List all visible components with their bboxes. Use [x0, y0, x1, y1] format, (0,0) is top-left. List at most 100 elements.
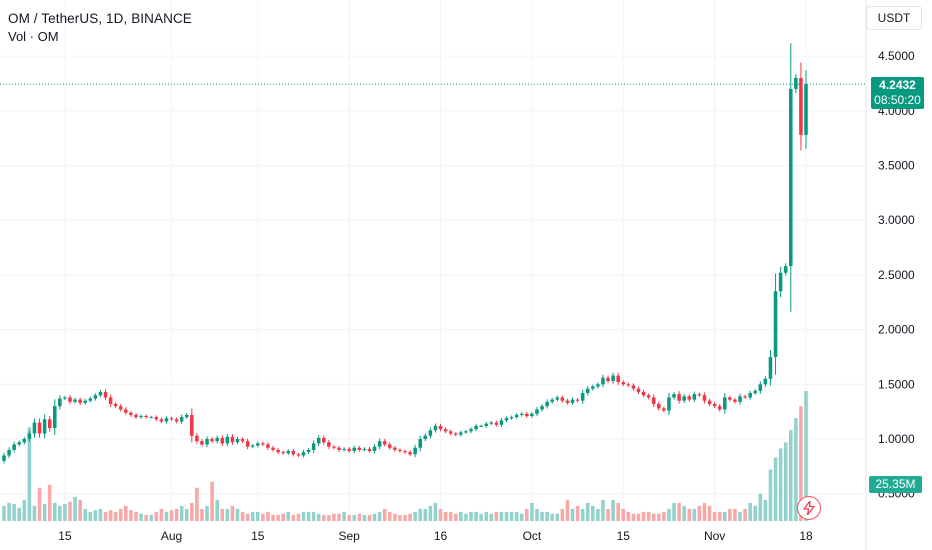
volume-bar — [443, 511, 448, 521]
price-candles — [2, 43, 808, 464]
volume-bar — [159, 508, 164, 521]
candle-body — [7, 449, 11, 456]
volume-bar — [662, 511, 666, 521]
volume-bar — [108, 510, 113, 521]
price-tick-label: 2.0000 — [878, 323, 915, 337]
candle-body — [78, 399, 82, 403]
candle-body — [682, 396, 686, 401]
candle-body — [210, 439, 214, 442]
candle-body — [438, 425, 443, 430]
price-axis[interactable]: 0.50001.00001.50002.00002.50003.00003.50… — [878, 49, 915, 501]
candle-body — [113, 403, 118, 407]
currency-button[interactable]: USDT — [866, 6, 922, 30]
candle-body — [748, 393, 752, 398]
volume-bar — [322, 514, 326, 521]
volume-bar — [382, 508, 387, 521]
lightning-icon[interactable] — [797, 496, 821, 520]
volume-bar — [418, 508, 423, 521]
volume-bar — [667, 508, 671, 521]
candle-body — [443, 429, 448, 432]
candle-body — [580, 393, 585, 401]
candle-body — [93, 395, 98, 399]
volume-legend[interactable]: Vol · OM — [8, 28, 59, 44]
volume-bar — [377, 511, 382, 521]
volume-bar — [687, 508, 692, 521]
volume-bar — [748, 502, 752, 521]
volume-bar — [17, 507, 22, 521]
volume-bar — [570, 508, 575, 521]
candle-body — [499, 420, 504, 425]
volume-bar — [37, 487, 42, 521]
candle-body — [291, 451, 296, 455]
volume-bar — [550, 513, 554, 521]
candle-body — [327, 442, 331, 447]
candle-body — [723, 397, 727, 410]
candle-body — [174, 419, 179, 422]
candle-body — [504, 418, 509, 421]
volume-bar — [190, 502, 194, 521]
candle-body — [494, 422, 499, 425]
volume-bar — [697, 505, 702, 521]
volume-bar — [362, 514, 367, 521]
candle-body — [22, 439, 27, 443]
volume-bar — [723, 511, 727, 521]
candle-body — [154, 417, 159, 420]
candle-body — [230, 436, 235, 443]
volume-bar — [134, 511, 138, 521]
candle-body — [42, 419, 47, 434]
volume-bar — [763, 499, 768, 521]
volume-bar — [428, 505, 433, 521]
volume-bar — [372, 513, 377, 521]
bar-countdown: 08:50:20 — [874, 93, 921, 107]
volume-bar — [52, 502, 57, 521]
candle-body — [83, 400, 87, 403]
candle-body — [12, 444, 16, 450]
volume-bar — [651, 513, 656, 521]
candle-body — [118, 406, 123, 410]
candle-body — [758, 384, 763, 391]
candle-body — [164, 418, 169, 422]
candle-body — [235, 439, 240, 443]
volume-bar — [281, 513, 285, 521]
candle-body — [306, 449, 311, 453]
candle-body — [2, 455, 6, 461]
volume-bar — [773, 457, 778, 521]
volume-bar — [387, 511, 392, 521]
volume-bar — [118, 508, 123, 521]
candle-body — [783, 266, 788, 273]
candle-body — [190, 414, 194, 436]
volume-bar — [276, 514, 280, 521]
candle-body — [702, 395, 707, 401]
candle-body — [484, 423, 488, 426]
volume-bar — [139, 513, 143, 521]
volume-bar — [164, 511, 169, 521]
volume-bar — [494, 511, 499, 521]
candle-body — [464, 431, 468, 433]
volume-bar — [27, 427, 32, 521]
volume-bar — [98, 508, 103, 521]
volume-bar — [215, 499, 219, 521]
candle-body — [565, 400, 570, 403]
volume-bar — [514, 511, 519, 521]
volume-bar — [509, 511, 514, 521]
symbol-title[interactable]: OM / TetherUS, 1D, BINANCE — [8, 10, 192, 26]
volume-bar — [641, 511, 646, 521]
candle-body — [276, 449, 280, 453]
volume-bar — [169, 510, 174, 521]
candle-body — [733, 399, 737, 402]
volume-bar — [631, 513, 636, 521]
candle-body — [621, 382, 626, 385]
volume-bar — [692, 508, 697, 521]
time-tick-label: 15 — [617, 529, 631, 543]
time-axis[interactable]: 15 Aug 15 Sep 16 Oct 15 Nov 18 — [58, 529, 813, 543]
candle-body — [225, 436, 230, 444]
volume-bar — [611, 499, 615, 521]
candle-body — [459, 432, 463, 435]
volume-bar — [408, 513, 412, 521]
candle-body — [316, 437, 321, 444]
volume-bar — [728, 508, 732, 521]
candle-body — [332, 446, 336, 448]
volume-bar — [154, 511, 159, 521]
candle-body — [712, 403, 717, 407]
